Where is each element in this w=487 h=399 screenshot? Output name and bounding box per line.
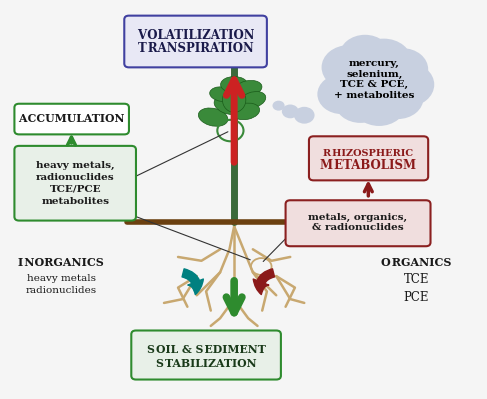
Circle shape <box>282 105 299 118</box>
FancyBboxPatch shape <box>15 146 136 221</box>
Ellipse shape <box>210 87 235 102</box>
Ellipse shape <box>234 81 262 97</box>
Text: A CCUMULATION: A CCUMULATION <box>18 113 125 124</box>
Text: TCE
PCE: TCE PCE <box>404 273 429 304</box>
Circle shape <box>356 39 412 85</box>
FancyBboxPatch shape <box>124 16 267 67</box>
Text: metals, organics,
& radionuclides: metals, organics, & radionuclides <box>308 213 408 232</box>
Circle shape <box>273 101 284 111</box>
Circle shape <box>294 107 315 124</box>
Text: mercury,
selenium,
TCE & PCE,
+ metabolites: mercury, selenium, TCE & PCE, + metaboli… <box>334 59 414 100</box>
Text: I NORGANICS: I NORGANICS <box>19 257 104 268</box>
Text: O RGANICS: O RGANICS <box>381 257 451 268</box>
Text: heavy metals
radionuclides: heavy metals radionuclides <box>26 274 97 295</box>
Circle shape <box>339 35 391 77</box>
FancyBboxPatch shape <box>309 136 428 180</box>
Ellipse shape <box>223 87 246 113</box>
Circle shape <box>352 81 406 126</box>
Circle shape <box>377 48 428 90</box>
Circle shape <box>321 45 376 89</box>
Text: heavy metals,
radionuclides
TCE/PCE
metabolites: heavy metals, radionuclides TCE/PCE meta… <box>36 161 114 205</box>
Circle shape <box>335 81 386 123</box>
FancyArrowPatch shape <box>182 269 204 294</box>
Text: S TABILIZATION: S TABILIZATION <box>156 358 257 369</box>
FancyArrowPatch shape <box>253 269 275 294</box>
Circle shape <box>380 62 434 107</box>
Circle shape <box>318 74 366 114</box>
Text: T RANSPIRATION: T RANSPIRATION <box>138 42 254 55</box>
Circle shape <box>372 77 424 119</box>
Text: S OIL & S EDIMENT: S OIL & S EDIMENT <box>147 344 265 355</box>
Ellipse shape <box>198 108 228 126</box>
Circle shape <box>341 53 408 109</box>
Ellipse shape <box>240 91 266 108</box>
FancyBboxPatch shape <box>131 330 281 379</box>
Ellipse shape <box>232 103 260 120</box>
FancyBboxPatch shape <box>15 104 129 134</box>
Text: V OLATILIZATION: V OLATILIZATION <box>137 29 255 42</box>
Text: M ETABOLISM: M ETABOLISM <box>320 159 416 172</box>
Text: R HIZOSPHERIC: R HIZOSPHERIC <box>323 149 413 158</box>
Ellipse shape <box>214 97 240 115</box>
Ellipse shape <box>221 77 248 93</box>
FancyBboxPatch shape <box>285 200 431 246</box>
